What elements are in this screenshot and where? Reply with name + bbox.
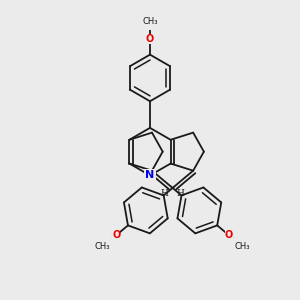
Text: CH₃: CH₃	[95, 242, 110, 251]
Text: N: N	[146, 170, 154, 180]
Text: H: H	[160, 189, 169, 198]
Text: O: O	[146, 34, 154, 44]
Text: CH₃: CH₃	[235, 242, 250, 251]
Text: CH₃: CH₃	[142, 17, 158, 26]
Text: O: O	[225, 230, 233, 240]
Text: O: O	[112, 230, 120, 240]
Text: H: H	[177, 189, 184, 198]
